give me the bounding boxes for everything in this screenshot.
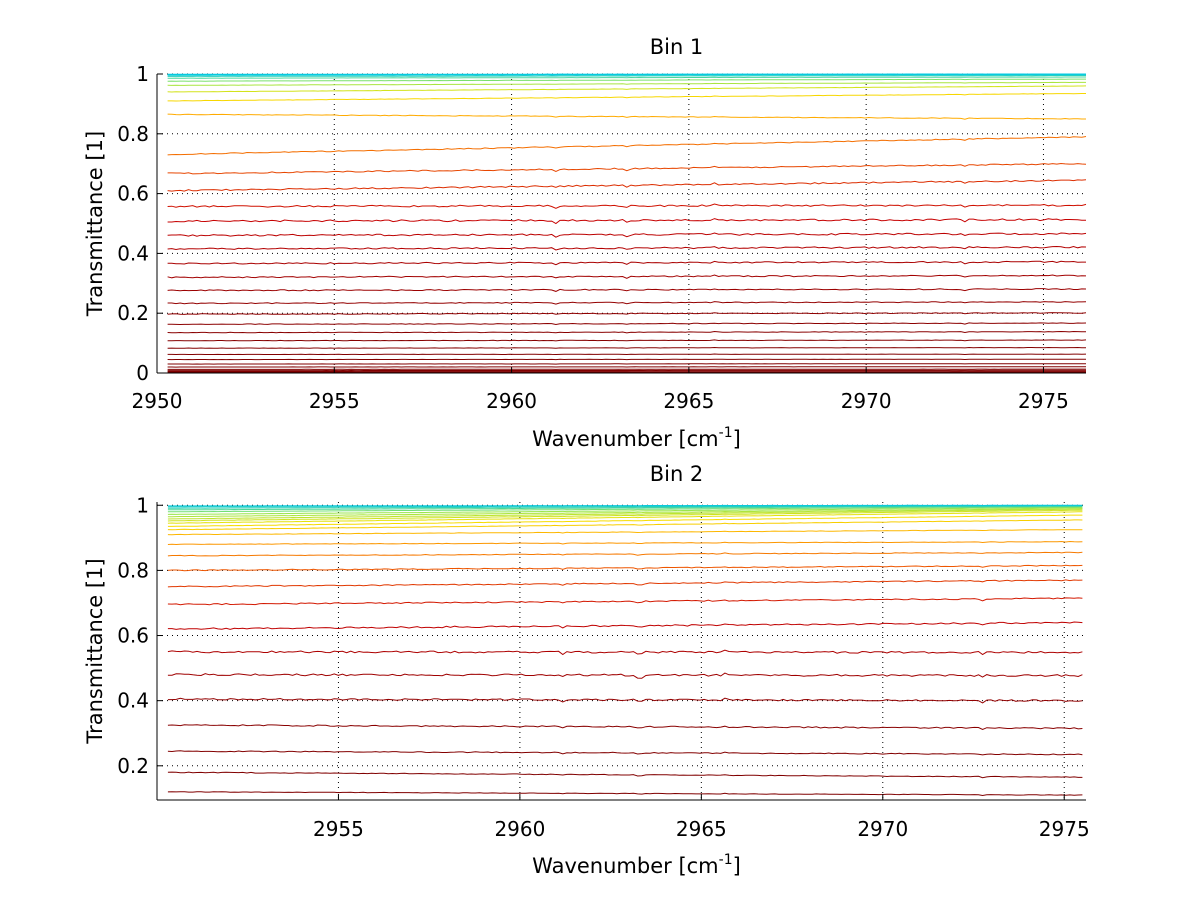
series-line [167, 579, 1083, 588]
y-tick-label: 0.4 [117, 689, 149, 713]
y-axis-label: Transmittance [1] [83, 558, 107, 744]
series-line [167, 506, 1083, 513]
y-tick-label: 0.6 [117, 624, 149, 648]
series-line [167, 551, 1083, 557]
x-tick-label: 2970 [857, 817, 908, 841]
y-tick-label: 0.4 [117, 241, 149, 265]
x-tick-label: 2970 [841, 389, 892, 413]
x-axis-label: Wavenumber [cm-1] [532, 852, 741, 878]
series-line [167, 508, 1083, 520]
chart-title: Bin 1 [650, 35, 704, 59]
series-line [167, 791, 1083, 797]
series-line [167, 74, 1086, 77]
series-line [167, 260, 1086, 266]
series-line [167, 93, 1086, 102]
series-line [167, 672, 1083, 679]
series-line [167, 506, 1083, 515]
series-line [167, 274, 1087, 279]
x-tick-label: 2975 [1018, 389, 1069, 413]
y-tick-label: 0.8 [117, 122, 149, 146]
x-tick-label: 2950 [132, 389, 183, 413]
y-tick-label: 0.6 [117, 182, 149, 206]
series-line [167, 597, 1083, 606]
series-line [167, 162, 1087, 175]
x-tick-label: 2965 [676, 817, 727, 841]
series-line [167, 81, 1086, 86]
series-line [167, 724, 1083, 731]
series-line [167, 113, 1086, 120]
series-line [167, 346, 1086, 349]
series-line [167, 301, 1087, 305]
series-line [167, 232, 1087, 238]
series-line [167, 649, 1083, 656]
x-tick-label: 2960 [494, 817, 545, 841]
series-line [167, 85, 1087, 93]
y-tick-label: 0.2 [117, 301, 149, 325]
series-line [167, 76, 1086, 79]
chart-panel-bin-1: 2950 2955 2960 2965 2970 2975 0 0.2 0.4 0.6 0.8 1 Bi… [83, 35, 1087, 451]
series-line [167, 245, 1087, 251]
series-line [167, 750, 1083, 756]
series-line [167, 312, 1087, 315]
x-tick-label: 2955 [313, 817, 364, 841]
series-line [167, 771, 1083, 779]
series-line [167, 322, 1087, 326]
y-axis-label: Transmittance [1] [83, 131, 107, 317]
series-line [167, 514, 1083, 527]
y-tick-label: 1 [136, 493, 149, 517]
series-line [167, 540, 1083, 546]
series-line [167, 78, 1086, 82]
y-tick-label: 0.8 [117, 558, 149, 582]
series-line [167, 519, 1083, 531]
x-tick-label: 2955 [309, 389, 360, 413]
series-line [167, 529, 1083, 536]
series-line [167, 203, 1087, 209]
series-line [167, 621, 1083, 630]
series-line [167, 564, 1083, 572]
x-tick-label: 2975 [1039, 817, 1090, 841]
series-line [167, 136, 1087, 156]
x-tick-label: 2965 [663, 389, 714, 413]
y-tick-label: 0 [136, 361, 149, 385]
series-line [167, 288, 1087, 292]
x-axis-label: Wavenumber [cm-1] [532, 425, 741, 451]
series-line [167, 509, 1083, 522]
chart-title: Bin 2 [650, 462, 704, 486]
x-tick-label: 2960 [486, 389, 537, 413]
series-line [167, 511, 1083, 524]
series-line [167, 179, 1087, 192]
series-line [167, 508, 1083, 518]
y-tick-label: 1 [136, 62, 149, 86]
series-line [167, 504, 1083, 507]
series-line [167, 339, 1087, 342]
series-line [167, 353, 1087, 356]
series-line [167, 218, 1086, 225]
chart-panel-bin-2: 2955 2960 2965 2970 2975 0.2 0.4 0.6 0.8 1 Bin 2 Wa… [83, 462, 1090, 878]
y-tick-label: 0.2 [117, 754, 149, 778]
series-line [167, 697, 1083, 704]
series-line [167, 330, 1087, 334]
